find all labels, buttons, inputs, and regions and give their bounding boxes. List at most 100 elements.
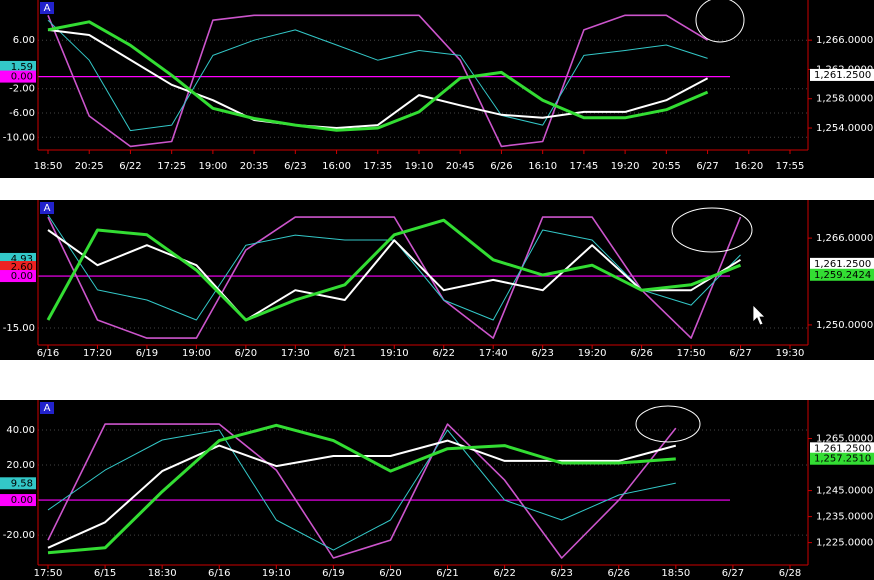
x-tick-label: 20:25 — [75, 161, 104, 172]
x-tick-label: 18:30 — [148, 568, 177, 579]
x-tick-label: 19:10 — [380, 348, 409, 359]
y2-tick-label: 1,258.0000 — [816, 94, 873, 105]
series-line — [47, 20, 709, 132]
x-tick-label: 6/27 — [722, 568, 744, 579]
cursor — [752, 304, 766, 326]
x-tick-label: 6/22 — [493, 568, 515, 579]
series-line — [47, 19, 708, 132]
x-tick-label: 17:20 — [83, 348, 112, 359]
x-tick-label: 18:50 — [34, 161, 63, 172]
x-tick-label: 18:50 — [661, 568, 690, 579]
panel-marker-box — [40, 202, 54, 214]
x-tick-label: 17:30 — [281, 348, 310, 359]
x-tick-label: 6/20 — [235, 348, 257, 359]
y2-tick-label: 1,245.0000 — [816, 486, 873, 497]
x-tick-label: 19:10 — [405, 161, 434, 172]
y-tick-label: -20.00 — [3, 530, 35, 541]
x-tick-label: 6/22 — [119, 161, 141, 172]
x-tick-label: 17:25 — [157, 161, 186, 172]
x-tick-label: 19:20 — [611, 161, 640, 172]
value-box — [810, 268, 874, 281]
panel-marker: A — [44, 403, 51, 414]
x-tick-label: 20:45 — [446, 161, 475, 172]
x-tick-label: 17:50 — [677, 348, 706, 359]
y2-tick-label: 1,225.0000 — [816, 538, 873, 549]
series-line — [47, 216, 742, 339]
value-box-label: 0.00 — [11, 495, 33, 506]
x-tick-label: 6/23 — [550, 568, 572, 579]
value-box-label: 1.59 — [11, 62, 33, 73]
value-box-label: 1,261.2500 — [814, 259, 871, 270]
x-tick-label: 6/19 — [136, 348, 158, 359]
x-tick-label: 20:55 — [652, 161, 681, 172]
value-box — [0, 60, 36, 73]
series-line — [47, 229, 742, 321]
value-box — [0, 70, 36, 83]
series-line — [46, 218, 742, 322]
x-tick-label: 6/26 — [608, 568, 630, 579]
value-box — [810, 257, 874, 270]
x-tick-label: 16:00 — [322, 161, 351, 172]
series-line — [47, 429, 676, 551]
y2-tick-label: 1,254.0000 — [816, 123, 873, 134]
y2-tick-label: 1,266.0000 — [816, 233, 873, 244]
x-tick-label: 17:35 — [363, 161, 392, 172]
annotation-ellipse — [695, 0, 745, 43]
y2-tick-label: 1,266.0000 — [816, 35, 873, 46]
value-box-label: 1,257.2510 — [814, 454, 871, 465]
panel-marker-box — [40, 402, 54, 414]
value-box-label: 1,259.2424 — [814, 270, 871, 281]
x-tick-label: 6/26 — [630, 348, 652, 359]
value-box-label: 0.00 — [11, 271, 33, 282]
annotation-ellipse — [635, 405, 701, 443]
x-tick-label: 6/27 — [696, 161, 718, 172]
x-tick-label: 6/26 — [490, 161, 512, 172]
x-tick-label: 6/16 — [208, 568, 230, 579]
value-box — [0, 477, 36, 490]
y2-tick-label: 1,265.0000 — [816, 434, 873, 445]
x-tick-label: 19:00 — [182, 348, 211, 359]
x-tick-label: 6/27 — [729, 348, 751, 359]
x-tick-label: 17:50 — [34, 568, 63, 579]
value-box-label: 1,261.2500 — [814, 70, 871, 81]
value-box — [0, 494, 36, 507]
y-tick-label: 40.00 — [6, 425, 35, 436]
value-box — [810, 452, 874, 465]
value-box-label: 9.58 — [11, 478, 33, 489]
series-line — [47, 423, 677, 559]
x-tick-label: 6/16 — [37, 348, 59, 359]
value-box-label: 1,261.2500 — [814, 443, 871, 454]
x-tick-label: 6/22 — [432, 348, 454, 359]
x-tick-label: 17:55 — [776, 161, 805, 172]
panel-marker: A — [44, 3, 51, 14]
value-box — [0, 261, 36, 274]
x-tick-label: 6/28 — [779, 568, 801, 579]
value-box — [810, 442, 874, 455]
series-line — [47, 28, 709, 129]
x-tick-label: 6/23 — [284, 161, 306, 172]
y2-tick-label: 1,235.0000 — [816, 512, 873, 523]
value-box-label: 2.60 — [11, 262, 33, 273]
x-tick-label: 6/15 — [94, 568, 116, 579]
x-tick-label: 16:10 — [528, 161, 557, 172]
y-tick-label: -15.00 — [3, 323, 35, 334]
x-tick-label: 17:45 — [569, 161, 598, 172]
y-tick-label: -2.00 — [9, 84, 35, 95]
x-tick-label: 16:20 — [734, 161, 763, 172]
x-tick-label: 6/20 — [379, 568, 401, 579]
x-tick-label: 20:35 — [240, 161, 269, 172]
x-tick-label: 6/23 — [531, 348, 553, 359]
y-tick-label: -6.00 — [9, 108, 35, 119]
x-tick-label: 19:20 — [578, 348, 607, 359]
panel-marker: A — [44, 203, 51, 214]
x-tick-label: 19:00 — [198, 161, 227, 172]
panel — [0, 0, 874, 178]
x-tick-label: 6/19 — [322, 568, 344, 579]
y-tick-label: 20.00 — [6, 460, 35, 471]
panel-marker-box — [40, 2, 54, 14]
panel — [0, 200, 874, 360]
y-tick-label: 6.00 — [13, 35, 35, 46]
value-box — [0, 270, 36, 283]
annotation-ellipse — [671, 207, 753, 253]
